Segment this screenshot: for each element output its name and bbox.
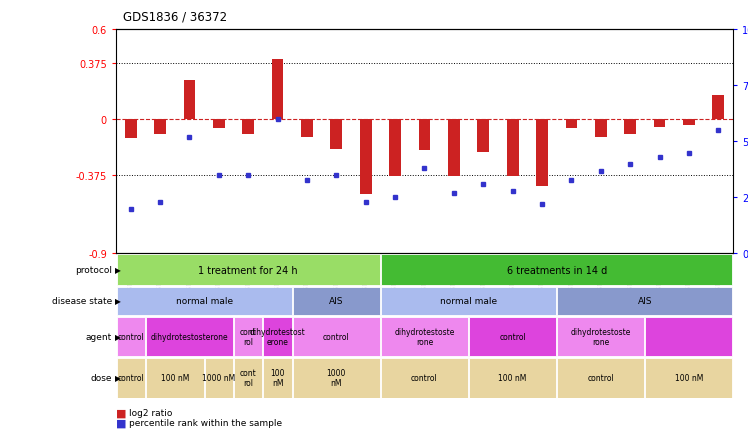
Bar [381, 287, 556, 316]
Text: cont
rol: cont rol [240, 327, 257, 346]
Text: 100 nM: 100 nM [161, 373, 189, 382]
Text: agent: agent [86, 332, 112, 341]
Bar [292, 287, 380, 316]
Text: control: control [499, 332, 526, 341]
Text: 1000
nM: 1000 nM [327, 368, 346, 387]
Text: dihydrotestost
erone: dihydrotestost erone [250, 327, 305, 346]
Text: log2 ratio: log2 ratio [129, 408, 173, 417]
Bar [234, 317, 263, 356]
Bar [507, 120, 518, 176]
Bar [117, 287, 292, 316]
Text: AIS: AIS [329, 297, 343, 306]
Bar [557, 317, 644, 356]
Text: ▶: ▶ [115, 332, 121, 341]
Bar [381, 254, 732, 286]
Bar [683, 120, 695, 126]
Bar [712, 96, 724, 120]
Text: 6 treatments in 14 d: 6 treatments in 14 d [506, 265, 607, 275]
Bar [183, 81, 195, 120]
Bar [117, 254, 380, 286]
Bar [272, 60, 283, 120]
Text: 100
nM: 100 nM [270, 368, 285, 387]
Bar [125, 120, 136, 139]
Bar [360, 120, 372, 194]
Bar [234, 358, 263, 398]
Text: ▶: ▶ [115, 373, 121, 382]
Bar [117, 317, 144, 356]
Bar [263, 358, 292, 398]
Text: 1000 nM: 1000 nM [202, 373, 236, 382]
Bar [381, 358, 468, 398]
Bar [205, 358, 233, 398]
Text: 100 nM: 100 nM [675, 373, 703, 382]
Text: percentile rank within the sample: percentile rank within the sample [129, 418, 283, 427]
Bar [292, 317, 380, 356]
Bar [292, 358, 380, 398]
Bar [146, 358, 203, 398]
Bar [301, 120, 313, 138]
Text: control: control [323, 332, 350, 341]
Bar [557, 287, 732, 316]
Bar [448, 120, 460, 176]
Bar [213, 120, 224, 129]
Text: ▶: ▶ [115, 297, 121, 306]
Bar [389, 120, 401, 176]
Text: AIS: AIS [637, 297, 652, 306]
Text: dose: dose [91, 373, 112, 382]
Text: cont
rol: cont rol [240, 368, 257, 387]
Bar [646, 358, 732, 398]
Text: protocol: protocol [76, 266, 112, 275]
Text: dihydrotestoste
rone: dihydrotestoste rone [394, 327, 455, 346]
Text: control: control [587, 373, 614, 382]
Bar [263, 317, 292, 356]
Text: control: control [117, 332, 144, 341]
Text: disease state: disease state [52, 297, 112, 306]
Text: GDS1836 / 36372: GDS1836 / 36372 [123, 11, 227, 24]
Text: dihydrotestosterone: dihydrotestosterone [150, 332, 228, 341]
Bar [565, 120, 577, 129]
Bar [154, 120, 166, 135]
Bar [646, 317, 732, 356]
Bar [654, 120, 666, 127]
Bar [242, 120, 254, 135]
Text: 1 treatment for 24 h: 1 treatment for 24 h [198, 265, 298, 275]
Bar [331, 120, 342, 150]
Bar [469, 358, 556, 398]
Bar [625, 120, 636, 135]
Bar [381, 317, 468, 356]
Bar [469, 317, 556, 356]
Text: ■: ■ [116, 408, 126, 418]
Text: control: control [117, 373, 144, 382]
Bar [595, 120, 607, 138]
Bar [557, 358, 644, 398]
Bar [146, 317, 233, 356]
Bar [117, 358, 144, 398]
Bar [477, 120, 489, 153]
Text: control: control [411, 373, 438, 382]
Bar [419, 120, 430, 151]
Text: dihydrotestoste
rone: dihydrotestoste rone [571, 327, 631, 346]
Text: normal male: normal male [440, 297, 497, 306]
Text: ▶: ▶ [115, 266, 121, 275]
Bar [536, 120, 548, 187]
Text: normal male: normal male [176, 297, 233, 306]
Text: ■: ■ [116, 418, 126, 427]
Text: 100 nM: 100 nM [498, 373, 527, 382]
